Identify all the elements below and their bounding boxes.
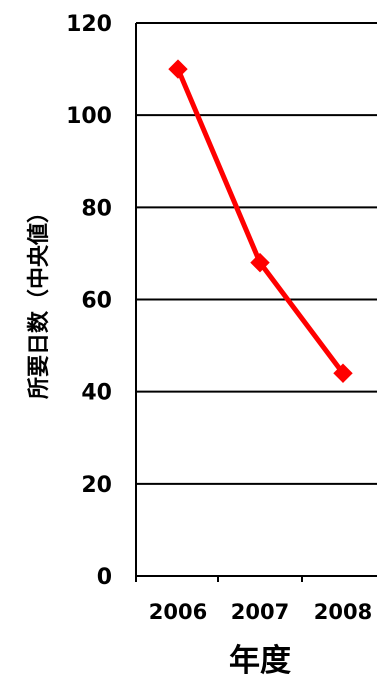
y-tick-label: 40: [81, 381, 112, 406]
y-tick-labels: 0 20 40 60 80 100 120: [66, 12, 112, 590]
x-axis-title: 年度: [229, 643, 291, 679]
y-tick-label: 80: [81, 196, 112, 221]
x-tick-labels: 2006 2007 2008: [149, 600, 372, 624]
y-tick-label: 20: [81, 473, 112, 498]
y-tick-label: 60: [81, 289, 112, 314]
series: [168, 59, 353, 383]
x-tick-label: 2006: [149, 600, 207, 624]
x-tick-label: 2007: [231, 600, 289, 624]
data-point-2008: [333, 363, 353, 383]
y-tick-label: 120: [66, 12, 112, 37]
y-tick-label: 100: [66, 104, 112, 129]
y-axis-title: 所要日数（中央値）: [26, 201, 52, 399]
gridlines: [136, 22, 377, 485]
x-tick-label: 2008: [314, 600, 372, 624]
y-tick-label: 0: [97, 565, 112, 590]
axes: [135, 23, 377, 582]
data-point-2007: [250, 252, 270, 273]
data-point-2006: [168, 59, 188, 79]
